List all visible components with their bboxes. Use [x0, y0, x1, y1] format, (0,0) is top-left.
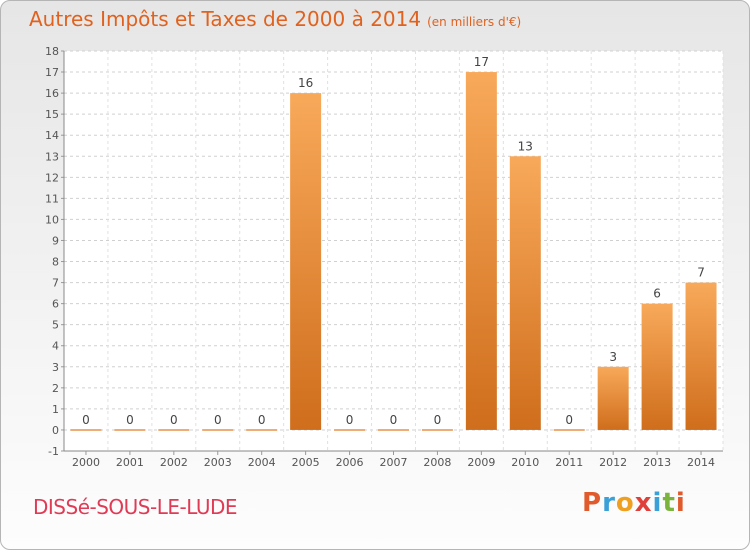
- bar: [465, 72, 497, 430]
- x-tick-label: 2002: [160, 456, 188, 469]
- y-tick-label: 11: [45, 192, 59, 205]
- bar: [290, 93, 322, 430]
- data-label: 17: [474, 55, 489, 69]
- x-tick-label: 2011: [555, 456, 583, 469]
- data-label: 0: [126, 413, 134, 427]
- x-tick-label: 2005: [292, 456, 320, 469]
- bar: [509, 156, 541, 430]
- data-label: 0: [82, 413, 90, 427]
- y-tick-label: 10: [45, 213, 59, 226]
- y-tick-label: 17: [45, 66, 59, 79]
- logo-letter: t: [662, 488, 676, 518]
- data-label: 0: [565, 413, 573, 427]
- bar: [641, 303, 673, 430]
- data-label: 0: [390, 413, 398, 427]
- data-label: 0: [258, 413, 266, 427]
- logo-letter: i: [675, 488, 686, 518]
- x-tick-label: 2009: [467, 456, 495, 469]
- data-label: 0: [214, 413, 222, 427]
- logo-letter: o: [615, 488, 635, 518]
- y-tick-label: 14: [45, 129, 59, 142]
- chart-subtitle: (en milliers d'€): [427, 15, 522, 29]
- data-label: 6: [653, 287, 661, 301]
- y-tick-label: 0: [52, 424, 59, 437]
- y-tick-label: 9: [52, 234, 59, 247]
- y-tick-label: 2: [52, 382, 59, 395]
- y-tick-label: 3: [52, 361, 59, 374]
- logo-letter: r: [602, 488, 616, 518]
- chart-title-text: Autres Impôts et Taxes de 2000 à 2014: [29, 7, 422, 31]
- y-tick-label: 1: [52, 403, 59, 416]
- x-tick-label: 2013: [643, 456, 671, 469]
- y-tick-label: 12: [45, 171, 59, 184]
- y-tick-label: -1: [48, 445, 59, 458]
- data-label: 7: [697, 266, 705, 280]
- y-tick-label: 15: [45, 108, 59, 121]
- commune-name: DISSé-SOUS-LE-LUDE: [33, 495, 238, 519]
- x-tick-label: 2012: [599, 456, 627, 469]
- x-tick-label: 2001: [116, 456, 144, 469]
- y-tick-label: 6: [52, 298, 59, 311]
- logo-letter: i: [652, 488, 663, 518]
- bar: [597, 366, 629, 430]
- logo-letter: P: [582, 488, 603, 518]
- x-tick-label: 2014: [687, 456, 715, 469]
- x-tick-label: 2008: [423, 456, 451, 469]
- data-label: 13: [518, 139, 533, 153]
- x-tick-label: 2004: [248, 456, 276, 469]
- x-tick-label: 2006: [336, 456, 364, 469]
- data-label: 3: [609, 350, 617, 364]
- data-label: 16: [298, 76, 313, 90]
- data-label: 0: [170, 413, 178, 427]
- bar: [685, 282, 717, 430]
- x-tick-label: 2007: [380, 456, 408, 469]
- chart-title: Autres Impôts et Taxes de 2000 à 2014 (en…: [29, 7, 521, 31]
- x-tick-label: 2010: [511, 456, 539, 469]
- x-tick-label: 2000: [72, 456, 100, 469]
- y-tick-label: 7: [52, 277, 59, 290]
- y-tick-label: 18: [45, 45, 59, 58]
- y-tick-label: 5: [52, 319, 59, 332]
- proxiti-logo[interactable]: Proxiti: [582, 488, 686, 518]
- y-tick-label: 4: [52, 340, 59, 353]
- y-tick-label: 16: [45, 87, 59, 100]
- y-tick-label: 8: [52, 256, 59, 269]
- x-tick-label: 2003: [204, 456, 232, 469]
- data-label: 0: [434, 413, 442, 427]
- data-label: 0: [346, 413, 354, 427]
- y-tick-label: 13: [45, 150, 59, 163]
- logo-letter: x: [634, 488, 653, 518]
